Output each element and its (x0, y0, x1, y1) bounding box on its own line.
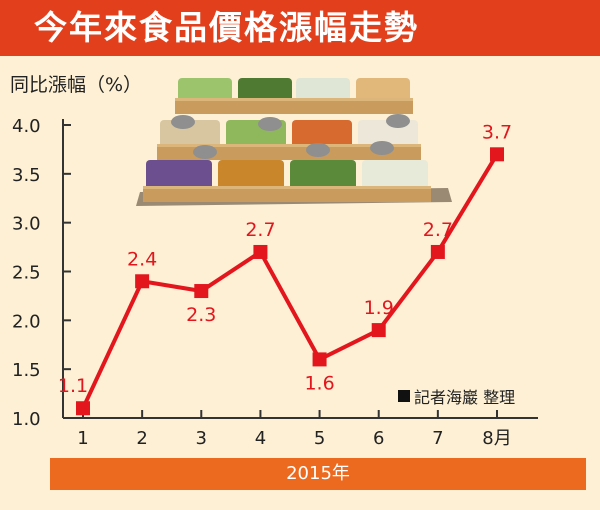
data-point (312, 352, 327, 367)
y-tick-label: 2.5 (12, 263, 41, 284)
x-tick-label: 8月 (482, 428, 511, 449)
data-point (430, 244, 445, 259)
series-line (81, 153, 499, 410)
data-label: 1.9 (364, 297, 394, 319)
y-tick-label: 4.0 (12, 116, 41, 137)
data-label: 3.7 (482, 121, 512, 143)
year-bar: 2015年 (50, 458, 586, 490)
chart-axes: 1.0 1.5 2.0 2.5 3.0 3.5 4.0 1 2 3 4 5 6 7 8月 (12, 116, 538, 449)
y-axis-label: 同比漲幅（%） (10, 74, 143, 96)
page-title: 今年來食品價格漲幅走勢 (34, 8, 419, 47)
y-tick-label: 1.5 (12, 360, 41, 381)
data-point (135, 274, 150, 289)
data-label: 2.7 (423, 219, 453, 241)
data-point (76, 401, 90, 416)
x-tick-label: 1 (77, 428, 88, 449)
y-tick-label: 1.0 (12, 409, 41, 430)
data-label: 2.4 (127, 248, 157, 270)
x-tick-label: 7 (432, 428, 443, 449)
x-tick-label: 2 (136, 428, 147, 449)
data-point (253, 244, 268, 259)
square-bullet-icon (398, 390, 410, 402)
data-label: 1.1 (58, 375, 88, 397)
x-tick-label: 6 (373, 428, 384, 449)
data-label: 2.3 (186, 304, 216, 326)
data-label: 2.7 (245, 219, 275, 241)
credit-note: 記者海巖 整理 (398, 384, 515, 408)
y-tick-label: 2.0 (12, 311, 41, 332)
chart-marks: 1.1 2.4 2.3 2.7 1.6 1.9 2.7 3.7 (58, 121, 512, 416)
data-point (194, 284, 209, 299)
credit-text: 記者海巖 整理 (414, 388, 516, 407)
y-tick-label: 3.0 (12, 214, 41, 235)
y-tick-label: 3.5 (12, 165, 41, 186)
vegetable-market-crates-image (136, 78, 452, 206)
title-banner: 今年來食品價格漲幅走勢 (0, 0, 600, 56)
data-label: 1.6 (304, 372, 334, 394)
x-tick-label: 5 (314, 428, 325, 449)
x-tick-label: 3 (196, 428, 207, 449)
data-point (371, 323, 386, 338)
data-point (490, 147, 504, 162)
x-tick-label: 4 (255, 428, 266, 449)
